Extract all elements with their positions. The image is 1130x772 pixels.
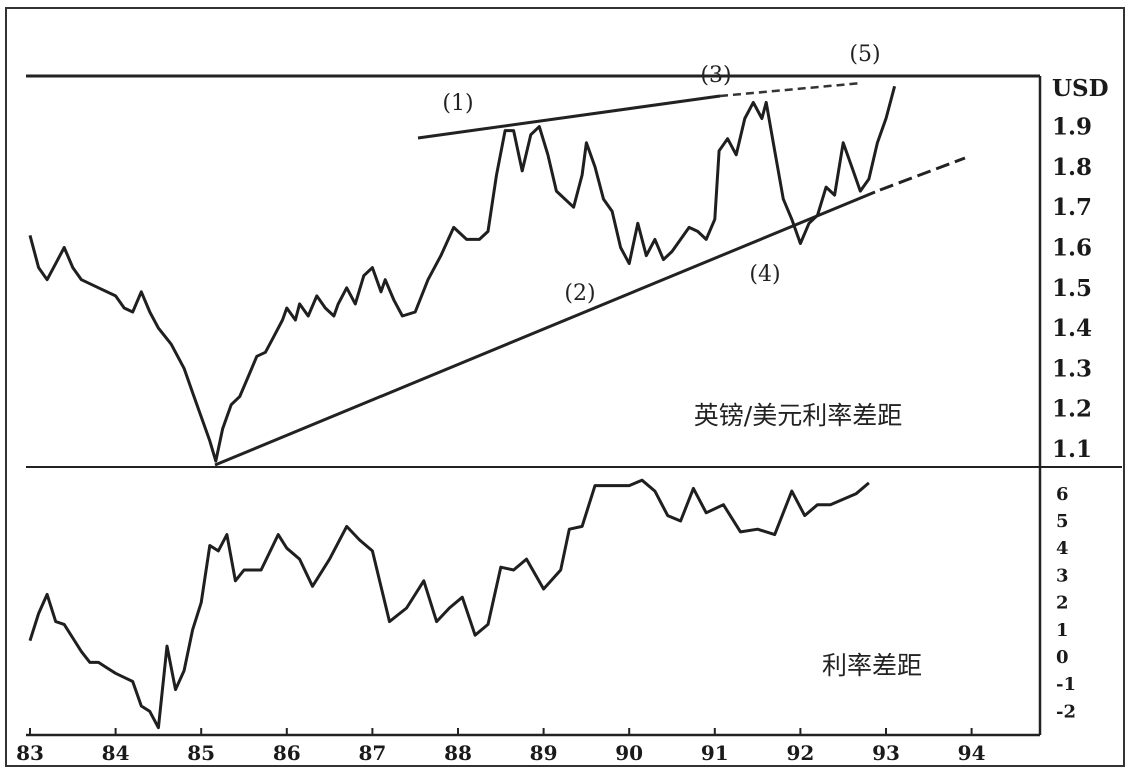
y-tick-label: 1.5 — [1052, 275, 1092, 302]
y-tick-label: 4 — [1056, 538, 1069, 559]
wave-3-label: (3) — [700, 63, 731, 88]
x-tick-label: 90 — [615, 741, 643, 765]
x-tick-label: 87 — [358, 741, 386, 765]
rate-differential-line — [28, 478, 870, 730]
outer-frame — [5, 7, 1125, 767]
x-tick-label: 84 — [102, 741, 130, 765]
x-axis-ticks: 83 84 85 86 87 88 89 90 91 92 93 94 — [16, 728, 986, 765]
y-tick-label: 0 — [1056, 647, 1069, 668]
y-tick-label: 1.6 — [1052, 235, 1092, 262]
y-tick-label: 6 — [1056, 484, 1069, 505]
x-tick-label: 89 — [530, 741, 558, 765]
top-chart-label: 英镑/美元利率差距 — [694, 401, 902, 430]
y-tick-label: 3 — [1056, 565, 1069, 586]
y-tick-label: 1.2 — [1052, 396, 1092, 423]
x-tick-label: 93 — [872, 741, 900, 765]
x-tick-label: 91 — [701, 741, 729, 765]
x-tick-label: 94 — [958, 741, 986, 765]
bottom-y-axis-ticks: 6 5 4 3 2 1 0 -1 -2 — [1056, 484, 1076, 723]
support-trendline-extension — [879, 156, 966, 192]
y-tick-label: 1.8 — [1052, 154, 1092, 181]
support-trendline — [214, 190, 876, 467]
y-tick-label: -1 — [1056, 674, 1076, 695]
y-tick-label: 1.4 — [1052, 315, 1092, 342]
bottom-chart-label: 利率差距 — [822, 651, 922, 680]
resistance-trendline — [417, 94, 721, 140]
wave-1-label: (1) — [442, 91, 473, 116]
x-tick-label: 86 — [273, 741, 301, 765]
y-tick-label: 5 — [1056, 511, 1069, 532]
y-tick-label: -2 — [1056, 701, 1076, 722]
top-y-axis-ticks: USD 1.9 1.8 1.7 1.6 1.5 1.4 1.3 1.2 1.1 — [1052, 75, 1109, 463]
y-tick-label: 1 — [1056, 620, 1069, 641]
exchange-rate-line — [28, 85, 897, 463]
y-tick-label: 1.7 — [1052, 194, 1092, 221]
y-tick-label: 1.9 — [1052, 114, 1092, 141]
y-tick-label: 1.1 — [1052, 436, 1092, 463]
x-tick-label: 83 — [16, 741, 44, 765]
x-tick-label: 85 — [187, 741, 215, 765]
resistance-trendline-extension — [719, 81, 863, 98]
x-tick-label: 88 — [444, 741, 472, 765]
x-tick-label: 92 — [786, 741, 814, 765]
y-tick-label: 1.3 — [1052, 355, 1092, 382]
wave-4-label: (4) — [749, 262, 780, 287]
wave-2-label: (2) — [564, 281, 595, 306]
y-tick-label: 2 — [1056, 593, 1069, 614]
wave-5-label: (5) — [849, 42, 880, 67]
y-axis-unit-label: USD — [1052, 75, 1109, 102]
